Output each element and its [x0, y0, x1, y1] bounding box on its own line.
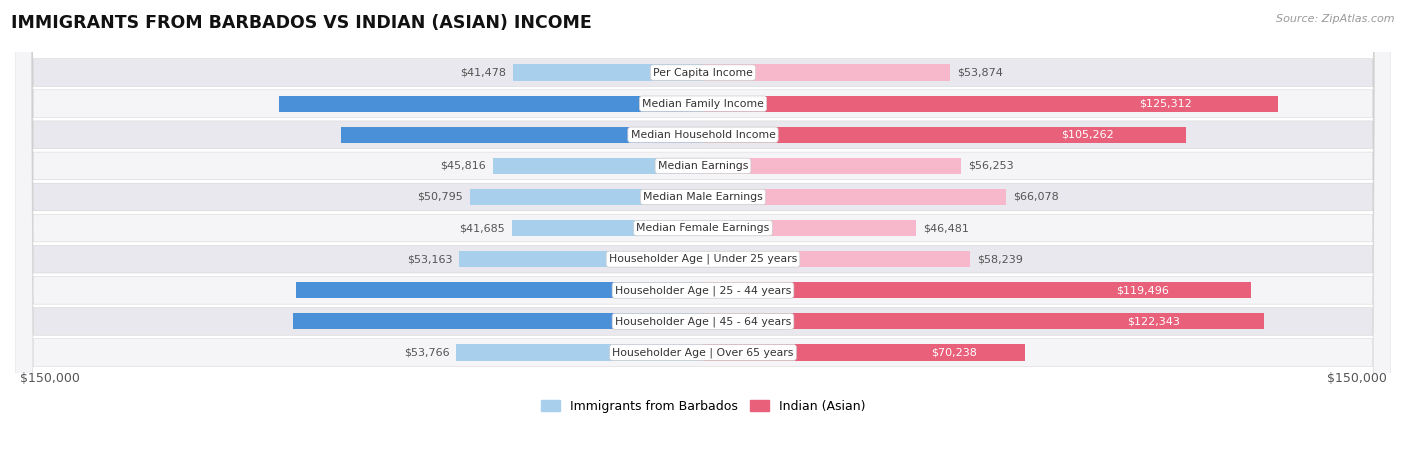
Text: Source: ZipAtlas.com: Source: ZipAtlas.com — [1277, 14, 1395, 24]
Bar — [703, 282, 1251, 298]
Bar — [513, 64, 703, 81]
Text: Median Earnings: Median Earnings — [658, 161, 748, 171]
Text: $88,687: $88,687 — [643, 285, 688, 295]
Bar — [457, 344, 703, 361]
FancyBboxPatch shape — [15, 0, 1391, 467]
Text: $150,000: $150,000 — [1326, 372, 1386, 385]
Text: $41,478: $41,478 — [460, 68, 506, 78]
FancyBboxPatch shape — [15, 0, 1391, 467]
Text: $122,343: $122,343 — [1128, 316, 1180, 326]
Text: Householder Age | Over 65 years: Householder Age | Over 65 years — [612, 347, 794, 358]
Bar — [470, 189, 703, 205]
Bar — [703, 220, 917, 236]
Text: IMMIGRANTS FROM BARBADOS VS INDIAN (ASIAN) INCOME: IMMIGRANTS FROM BARBADOS VS INDIAN (ASIA… — [11, 14, 592, 32]
Text: $56,253: $56,253 — [967, 161, 1014, 171]
Text: $53,766: $53,766 — [404, 347, 450, 357]
Bar — [703, 127, 1185, 143]
Text: $46,481: $46,481 — [924, 223, 969, 233]
Text: $125,312: $125,312 — [1139, 99, 1191, 109]
Text: $66,078: $66,078 — [1012, 192, 1059, 202]
Text: Median Male Earnings: Median Male Earnings — [643, 192, 763, 202]
Bar — [494, 158, 703, 174]
FancyBboxPatch shape — [15, 0, 1391, 467]
Text: Householder Age | Under 25 years: Householder Age | Under 25 years — [609, 254, 797, 264]
Text: Per Capita Income: Per Capita Income — [652, 68, 754, 78]
Bar — [512, 220, 703, 236]
Text: Median Female Earnings: Median Female Earnings — [637, 223, 769, 233]
Bar — [703, 96, 1278, 112]
Text: Median Household Income: Median Household Income — [630, 130, 776, 140]
FancyBboxPatch shape — [15, 0, 1391, 467]
FancyBboxPatch shape — [15, 0, 1391, 467]
Bar — [703, 313, 1264, 329]
Text: Householder Age | 45 - 64 years: Householder Age | 45 - 64 years — [614, 316, 792, 326]
Bar — [280, 96, 703, 112]
Text: $119,496: $119,496 — [1116, 285, 1168, 295]
Bar — [703, 344, 1025, 361]
FancyBboxPatch shape — [15, 0, 1391, 467]
Text: $150,000: $150,000 — [20, 372, 80, 385]
FancyBboxPatch shape — [15, 0, 1391, 467]
FancyBboxPatch shape — [15, 0, 1391, 467]
Bar — [703, 251, 970, 267]
Text: Median Family Income: Median Family Income — [643, 99, 763, 109]
Text: $92,419: $92,419 — [640, 99, 685, 109]
Text: $78,989: $78,989 — [648, 130, 695, 140]
Text: $70,238: $70,238 — [931, 347, 977, 357]
Bar — [292, 313, 703, 329]
Bar — [297, 282, 703, 298]
Text: Householder Age | 25 - 44 years: Householder Age | 25 - 44 years — [614, 285, 792, 296]
FancyBboxPatch shape — [15, 0, 1391, 467]
Bar — [460, 251, 703, 267]
Bar — [703, 158, 962, 174]
Text: $50,795: $50,795 — [418, 192, 463, 202]
Text: $45,816: $45,816 — [440, 161, 486, 171]
Text: $41,685: $41,685 — [460, 223, 505, 233]
Text: $58,239: $58,239 — [977, 254, 1024, 264]
Bar — [703, 64, 950, 81]
Bar — [703, 189, 1007, 205]
Bar — [340, 127, 703, 143]
Text: $89,394: $89,394 — [641, 316, 688, 326]
FancyBboxPatch shape — [15, 0, 1391, 467]
Text: $53,163: $53,163 — [406, 254, 453, 264]
Legend: Immigrants from Barbados, Indian (Asian): Immigrants from Barbados, Indian (Asian) — [536, 395, 870, 417]
Text: $105,262: $105,262 — [1060, 130, 1114, 140]
Text: $53,874: $53,874 — [957, 68, 1002, 78]
